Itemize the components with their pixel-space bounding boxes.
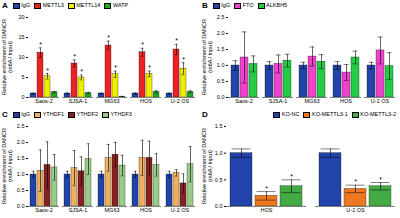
svg-text:0.0: 0.0 xyxy=(215,203,223,209)
svg-text:*: * xyxy=(354,178,357,185)
svg-text:0.5: 0.5 xyxy=(217,78,225,84)
html-text:ALKBH5: ALKBH5 xyxy=(266,2,288,8)
html-text:Relative enrichment of DANCR (: Relative enrichment of DANCR (m6A / Inpu… xyxy=(201,19,213,95)
svg-text:SJSA-1: SJSA-1 xyxy=(269,98,288,104)
svg-text:10: 10 xyxy=(18,54,24,60)
html-text:YTHDF3: YTHDF3 xyxy=(110,111,132,117)
svg-text:1.5: 1.5 xyxy=(215,123,223,129)
svg-text:U-2 OS: U-2 OS xyxy=(346,207,365,213)
svg-text:U-2 OS: U-2 OS xyxy=(171,207,190,213)
svg-text:Saos-2: Saos-2 xyxy=(35,207,52,213)
html-text:Relative enrichment of DANCR (: Relative enrichment of DANCR (m6A / Inpu… xyxy=(1,128,13,204)
html-text:WATP: WATP xyxy=(112,2,129,8)
svg-text:SJSA-1: SJSA-1 xyxy=(69,207,88,213)
html-text:KO-NC: KO-NC xyxy=(281,111,300,117)
html-text:FTO: FTO xyxy=(242,2,254,8)
html-text:A: A xyxy=(2,0,8,10)
svg-text:MG63: MG63 xyxy=(305,98,320,104)
svg-text:Saos-2: Saos-2 xyxy=(35,98,52,104)
html-text:METTL14: METTL14 xyxy=(76,2,101,8)
svg-text:0.0: 0.0 xyxy=(217,94,225,100)
svg-text:U-2 OS: U-2 OS xyxy=(171,98,190,104)
html-text:YTHDF1: YTHDF1 xyxy=(42,111,64,117)
svg-text:U-2 OS: U-2 OS xyxy=(371,98,390,104)
svg-text:*: * xyxy=(46,67,49,74)
svg-text:MG63: MG63 xyxy=(105,98,120,104)
svg-text:1.0: 1.0 xyxy=(215,150,223,156)
svg-text:15: 15 xyxy=(18,34,24,40)
svg-text:2.0: 2.0 xyxy=(17,139,25,145)
html-text:B: B xyxy=(202,0,208,10)
svg-text:HOS: HOS xyxy=(140,98,152,104)
html-text:Relative enrichment of DANCR (: Relative enrichment of DANCR (m6A / Inpu… xyxy=(201,128,213,204)
svg-text:0.5: 0.5 xyxy=(17,187,25,193)
svg-text:*: * xyxy=(379,176,382,183)
svg-text:20: 20 xyxy=(18,14,24,20)
html-text:IgG: IgG xyxy=(21,111,31,117)
svg-text:0: 0 xyxy=(21,94,24,100)
svg-text:1.0: 1.0 xyxy=(17,171,25,177)
svg-text:1.5: 1.5 xyxy=(17,155,25,161)
svg-text:*: * xyxy=(290,173,293,180)
svg-text:*: * xyxy=(73,53,76,60)
svg-text:0.0: 0.0 xyxy=(17,203,25,209)
html-text:C: C xyxy=(2,109,8,119)
html-text:IgG: IgG xyxy=(221,2,231,8)
svg-text:SJSA-1: SJSA-1 xyxy=(69,98,88,104)
svg-text:2.5: 2.5 xyxy=(17,123,25,129)
html-text:KO-METTL3-2: KO-METTL3-2 xyxy=(360,111,396,117)
svg-text:*: * xyxy=(107,34,110,41)
svg-text:0.5: 0.5 xyxy=(215,177,223,183)
svg-text:*: * xyxy=(182,56,185,63)
svg-text:*: * xyxy=(39,41,42,48)
html-text:Relative enrichment of DANCR (: Relative enrichment of DANCR (m6A / Inpu… xyxy=(1,19,13,95)
svg-text:MG63: MG63 xyxy=(105,207,120,213)
svg-text:2.0: 2.0 xyxy=(217,30,225,36)
svg-text:*: * xyxy=(141,41,144,48)
svg-text:HOS: HOS xyxy=(340,98,352,104)
svg-text:1.0: 1.0 xyxy=(217,62,225,68)
svg-text:HOS: HOS xyxy=(261,207,273,213)
svg-text:HOS: HOS xyxy=(140,207,152,213)
svg-text:*: * xyxy=(175,37,178,44)
svg-text:2.5: 2.5 xyxy=(217,14,225,20)
svg-text:*: * xyxy=(148,64,151,71)
html-text:IgG: IgG xyxy=(21,2,31,8)
html-text:KO-METTL3-1: KO-METTL3-1 xyxy=(312,111,348,117)
svg-text:5: 5 xyxy=(21,74,24,80)
html-text:METTL3: METTL3 xyxy=(42,2,64,8)
html-text:YTHDF2: YTHDF2 xyxy=(76,111,98,117)
svg-text:Saos-2: Saos-2 xyxy=(235,98,252,104)
svg-text:*: * xyxy=(265,185,268,192)
svg-text:*: * xyxy=(114,64,117,71)
svg-text:1.5: 1.5 xyxy=(217,46,225,52)
svg-text:*: * xyxy=(80,68,83,75)
html-text:D: D xyxy=(202,109,208,119)
